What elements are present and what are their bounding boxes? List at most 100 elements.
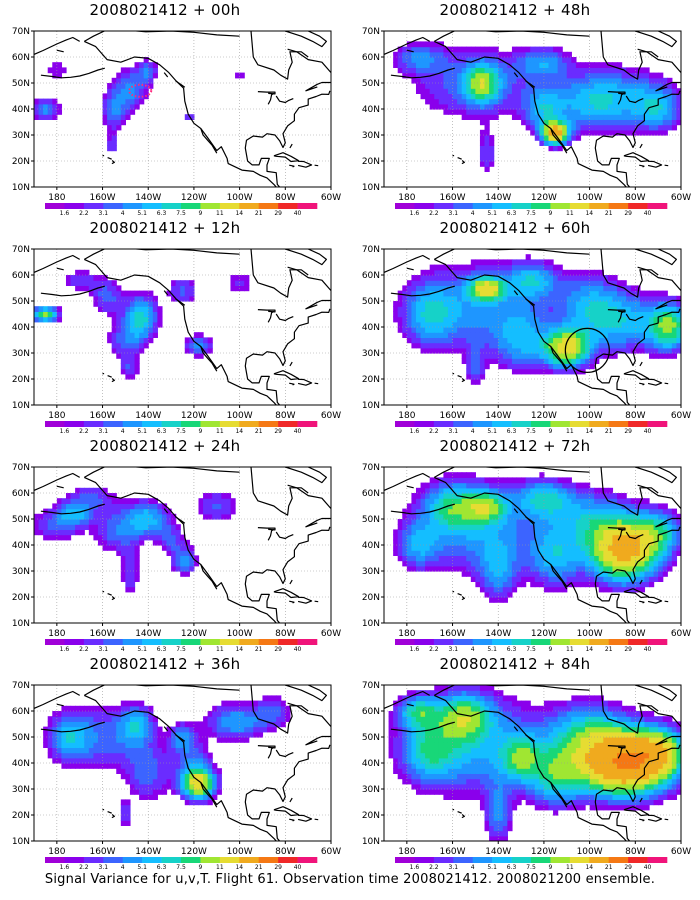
colorbar-swatch: [239, 421, 260, 427]
colorbar-label: 5.1: [487, 210, 497, 217]
variance-field: [393, 41, 681, 172]
colorbar-swatch: [628, 857, 648, 863]
colorbar-swatch: [453, 421, 474, 427]
colorbar-swatch: [628, 421, 648, 427]
panel-title: 2008021412 + 24h: [89, 437, 241, 455]
colorbar-swatch: [122, 857, 143, 863]
y-tick-label: 30N: [12, 567, 30, 577]
panel-title: 2008021412 + 84h: [439, 655, 591, 673]
colorbar-label: 1.6: [410, 864, 420, 871]
colorbar-label: 14: [235, 428, 243, 435]
colorbar-label: 40: [644, 210, 652, 217]
y-tick-label: 20N: [12, 375, 30, 385]
colorbar-swatch: [531, 421, 551, 427]
colorbar-label: 40: [644, 864, 652, 871]
map-panel: 2008021412 + 12h 70N 60N 50N 40N 30N 20N 10N 180…: [0, 218, 341, 435]
x-tick-label: 100W: [227, 193, 253, 203]
y-tick-label: 10N: [12, 837, 30, 847]
colorbar-swatch: [297, 203, 318, 209]
x-tick-label: 180: [48, 847, 65, 857]
x-tick-label: 140W: [135, 629, 161, 639]
colorbar-swatch: [414, 857, 435, 863]
variance-map: 70N 60N 50N 40N 30N 20N 10N 180 160W 140W 120W 100W…: [12, 27, 341, 217]
figure-caption: Signal Variance for u,v,T. Flight 61. Ob…: [44, 872, 656, 887]
colorbar: 1.6 2.2 3.1 4 5.1 6.3 7.5 9 11 14 21 29 40: [45, 857, 318, 871]
y-tick-label: 60N: [362, 489, 380, 499]
colorbar-swatch: [278, 421, 298, 427]
colorbar-label: 1.6: [410, 428, 420, 435]
colorbar-label: 3.1: [99, 864, 109, 871]
x-tick-label: 120W: [531, 847, 557, 857]
colorbar-label: 3.1: [449, 428, 459, 435]
colorbar-label: 2.2: [79, 210, 89, 217]
x-tick-label: 160W: [89, 629, 115, 639]
coastlines: [34, 685, 331, 841]
coastlines: [384, 249, 681, 405]
colorbar-swatch: [453, 639, 474, 645]
colorbar-swatch: [278, 857, 298, 863]
x-tick-label: 80W: [625, 193, 645, 203]
x-tick-label: 180: [398, 629, 415, 639]
colorbar-label: 2.2: [429, 210, 439, 217]
variance-map: 70N 60N 50N 40N 30N 20N 10N 180 160W 140W 120W 100W…: [362, 27, 691, 217]
colorbar-swatch: [433, 857, 454, 863]
colorbar-label: 9: [549, 864, 553, 871]
colorbar-swatch: [589, 203, 610, 209]
x-tick-label: 120W: [531, 411, 557, 421]
coastlines: [34, 467, 331, 623]
map-grid: [34, 31, 331, 187]
colorbar-label: 4: [471, 646, 475, 653]
y-tick-label: 10N: [362, 183, 380, 193]
colorbar-swatch: [511, 421, 532, 427]
colorbar-label: 1.6: [60, 428, 70, 435]
map-panel: 2008021412 + 36h 70N 60N 50N 40N 30N 20N 10N 180…: [0, 654, 341, 871]
colorbar-label: 9: [199, 864, 203, 871]
colorbar-swatch: [181, 203, 201, 209]
colorbar-label: 9: [199, 210, 203, 217]
colorbar-swatch: [395, 421, 415, 427]
y-tick-label: 40N: [362, 541, 380, 551]
x-tick-label: 100W: [577, 847, 603, 857]
colorbar-swatch: [550, 857, 571, 863]
colorbar-label: 6.3: [507, 210, 517, 217]
map-grid: [384, 249, 681, 405]
colorbar-label: 4: [121, 210, 125, 217]
colorbar-label: 29: [624, 864, 632, 871]
y-tick-label: 10N: [12, 183, 30, 193]
y-tick-label: 60N: [12, 53, 30, 63]
colorbar-label: 3.1: [449, 646, 459, 653]
colorbar-swatch: [83, 857, 104, 863]
colorbar-label: 14: [585, 210, 593, 217]
colorbar-swatch: [589, 639, 610, 645]
colorbar-swatch: [608, 639, 629, 645]
colorbar-swatch: [200, 857, 221, 863]
colorbar-label: 14: [235, 864, 243, 871]
colorbar-swatch: [472, 639, 493, 645]
colorbar-swatch: [161, 857, 182, 863]
y-tick-label: 30N: [12, 131, 30, 141]
y-tick-label: 10N: [362, 837, 380, 847]
colorbar-label: 9: [549, 428, 553, 435]
x-tick-label: 120W: [531, 629, 557, 639]
colorbar-label: 29: [274, 210, 282, 217]
colorbar-label: 4: [471, 864, 475, 871]
colorbar-swatch: [297, 639, 318, 645]
variance-map: 70N 60N 50N 40N 30N 20N 10N 180 160W 140W 120W 100W…: [362, 681, 691, 871]
colorbar-label: 21: [605, 646, 613, 653]
colorbar-label: 4: [121, 864, 125, 871]
colorbar-label: 9: [199, 428, 203, 435]
x-tick-label: 180: [48, 193, 65, 203]
colorbar-swatch: [550, 639, 571, 645]
colorbar-swatch: [103, 857, 124, 863]
x-tick-label: 180: [398, 193, 415, 203]
colorbar-label: 1.6: [410, 646, 420, 653]
y-tick-label: 10N: [362, 401, 380, 411]
colorbar-label: 9: [199, 646, 203, 653]
y-tick-label: 40N: [12, 323, 30, 333]
colorbar-swatch: [531, 639, 551, 645]
colorbar-swatch: [453, 857, 474, 863]
variance-field: [393, 472, 681, 603]
y-tick-label: 50N: [12, 733, 30, 743]
x-tick-label: 120W: [531, 193, 557, 203]
colorbar-label: 6.3: [157, 864, 167, 871]
